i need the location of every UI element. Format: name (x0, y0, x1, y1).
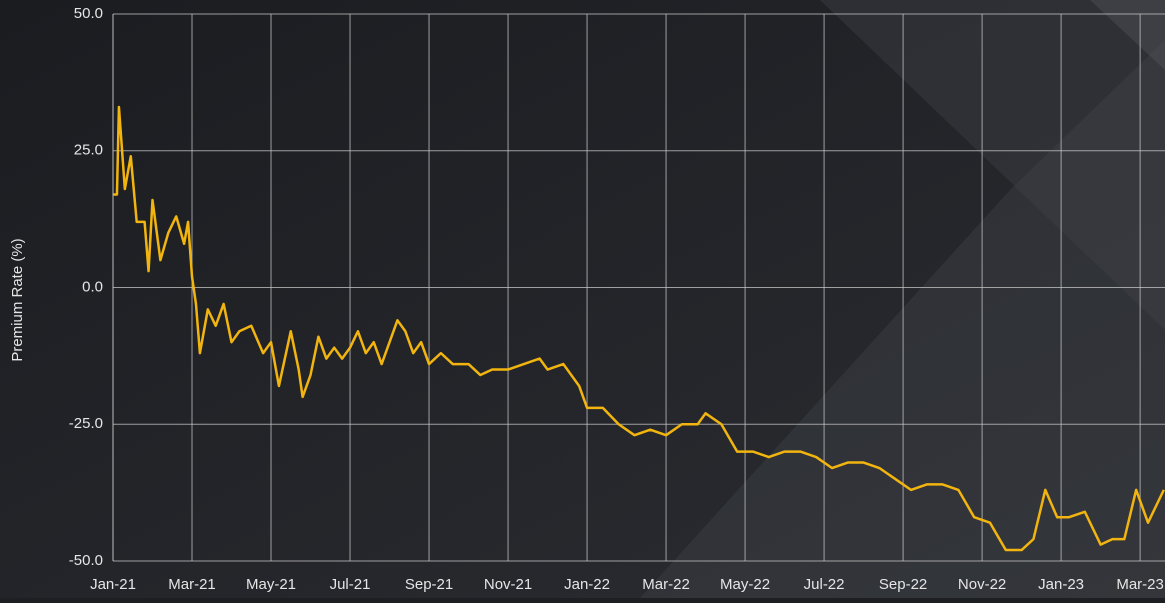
y-tick-label: 25.0 (74, 142, 103, 159)
x-tick-label: Jul-21 (330, 576, 371, 593)
y-tick-label: 0.0 (82, 278, 103, 295)
x-tick-label: Nov-21 (484, 576, 532, 593)
x-tick-label: Sep-22 (879, 576, 927, 593)
x-tick-label: Nov-22 (958, 576, 1006, 593)
y-tick-label: -25.0 (69, 415, 103, 432)
x-tick-label: Jan-22 (564, 576, 610, 593)
x-tick-label: May-21 (246, 576, 296, 593)
background-shape (640, 40, 1165, 598)
x-tick-label: Jul-22 (804, 576, 845, 593)
x-tick-label: Sep-21 (405, 576, 453, 593)
x-tick-label: Mar-21 (168, 576, 216, 593)
y-axis-label: Premium Rate (%) (9, 238, 26, 361)
x-tick-label: Jan-23 (1038, 576, 1084, 593)
y-tick-label: -50.0 (69, 552, 103, 569)
background-shape (820, 0, 1165, 330)
line (113, 105, 1165, 552)
x-tick-label: May-22 (720, 576, 770, 593)
y-tick-label: 50.0 (74, 5, 103, 22)
x-tick-label: Jan-21 (90, 576, 136, 593)
x-tick-label: Mar-22 (642, 576, 690, 593)
x-tick-label: Mar-23 (1116, 576, 1164, 593)
background-shape (1090, 0, 1165, 70)
